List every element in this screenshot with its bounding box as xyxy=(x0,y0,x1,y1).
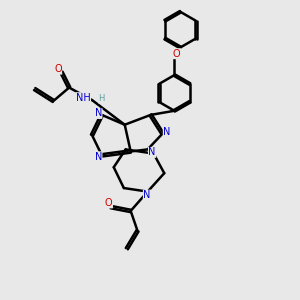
Text: N: N xyxy=(163,127,171,136)
Text: O: O xyxy=(105,198,112,208)
Text: H: H xyxy=(99,94,105,103)
Polygon shape xyxy=(148,149,154,155)
Text: O: O xyxy=(54,64,62,74)
Text: N: N xyxy=(94,152,102,162)
Text: N: N xyxy=(143,190,151,200)
Text: N: N xyxy=(94,108,102,118)
Text: N: N xyxy=(148,147,156,158)
Text: O: O xyxy=(173,49,181,59)
Text: NH: NH xyxy=(76,93,91,103)
